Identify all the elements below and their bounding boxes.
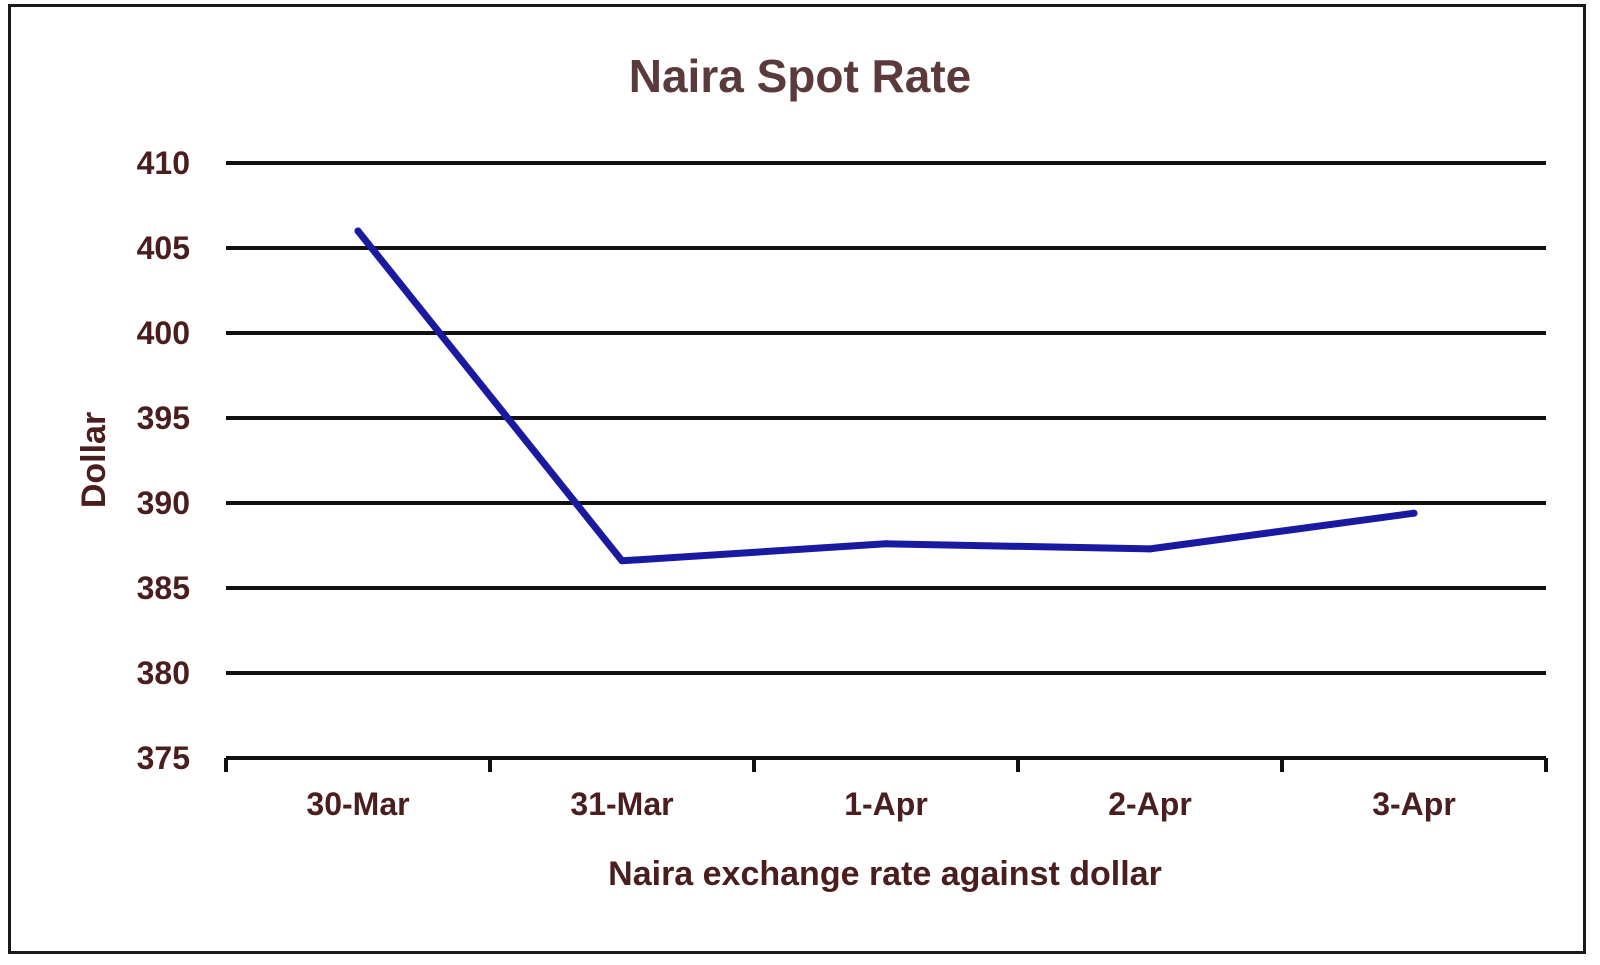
y-tick-label: 410 [137, 145, 190, 181]
data-point [618, 557, 626, 565]
data-point [1146, 545, 1154, 553]
x-axis-label: Naira exchange rate against dollar [608, 855, 1162, 893]
y-axis-label: Dollar [75, 412, 113, 508]
x-tick-label: 1-Apr [844, 786, 928, 822]
x-axis-ticks: 30-Mar 31-Mar 1-Apr 2-Apr 3-Apr [306, 786, 1455, 822]
y-tick-label: 395 [137, 400, 190, 436]
data-point [354, 227, 362, 235]
y-tick-label: 400 [137, 315, 190, 351]
x-tick-label: 2-Apr [1108, 786, 1192, 822]
x-tick-label: 31-Mar [570, 786, 673, 822]
data-point [882, 540, 890, 548]
gridlines [226, 161, 1546, 675]
x-tick-label: 3-Apr [1372, 786, 1456, 822]
y-tick-label: 375 [137, 740, 190, 776]
y-tick-label: 380 [137, 655, 190, 691]
y-tick-label: 385 [137, 570, 190, 606]
y-tick-label: 390 [137, 485, 190, 521]
data-point [1410, 509, 1418, 517]
y-tick-label: 405 [137, 230, 190, 266]
y-axis-ticks: 375 380 385 390 395 400 405 410 [137, 145, 190, 776]
x-axis [224, 756, 1548, 772]
series-line [354, 227, 1418, 565]
x-tick-label: 30-Mar [306, 786, 409, 822]
series-group [354, 227, 1418, 565]
chart-title: Naira Spot Rate [629, 50, 972, 102]
